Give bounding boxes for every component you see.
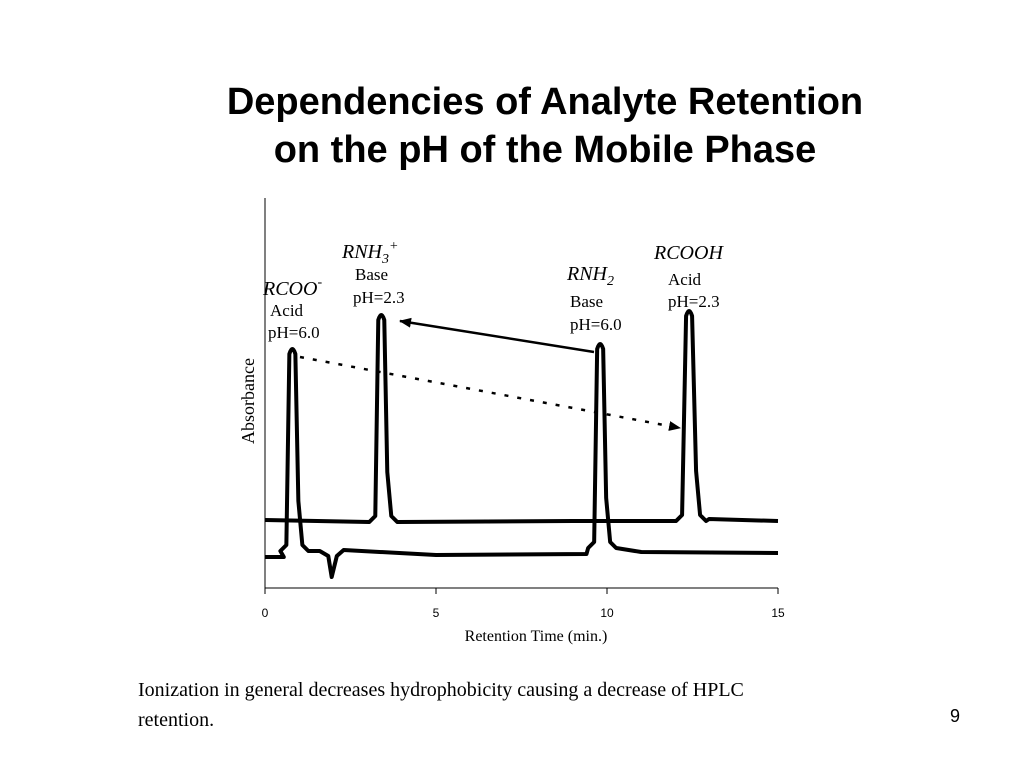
peak-label-rcooh: RCOOH bbox=[653, 242, 724, 264]
trace-ph-2-3 bbox=[264, 309, 779, 524]
slide-caption: Ionization in general decreases hydropho… bbox=[138, 675, 938, 735]
x-axis-label: Retention Time (min.) bbox=[465, 628, 608, 645]
x-tick-label: 5 bbox=[433, 606, 440, 620]
y-axis-label: Absorbance bbox=[238, 358, 258, 444]
trace-ph-6-0 bbox=[265, 342, 779, 579]
peak-cond-rcooh: pH=2.3 bbox=[668, 292, 720, 311]
peak-kind-rcoo: Acid bbox=[270, 301, 304, 320]
peak-cond-rnh2: pH=6.0 bbox=[570, 315, 622, 334]
peak-kind-rnh2: Base bbox=[570, 292, 603, 311]
peak-label-rcoo: RCOO- bbox=[262, 275, 322, 300]
peak-cond-rcoo: pH=6.0 bbox=[268, 323, 320, 342]
page-number: 9 bbox=[950, 706, 961, 726]
caption-line-2: retention. bbox=[138, 709, 215, 731]
title-line-2: on the pH of the Mobile Phase bbox=[273, 129, 817, 171]
dotted-arrow-rcoo-to-rcooh bbox=[299, 355, 681, 431]
peak-kind-rnh3: Base bbox=[355, 265, 388, 284]
x-tick-label: 0 bbox=[262, 606, 269, 620]
peak-cond-rnh3: pH=2.3 bbox=[353, 288, 405, 307]
caption-line-1: Ionization in general decreases hydropho… bbox=[138, 679, 744, 701]
slide-title: Dependencies of Analyte Retention on the… bbox=[120, 78, 970, 174]
peak-kind-rcooh: Acid bbox=[668, 270, 702, 289]
x-tick-label: 10 bbox=[600, 606, 614, 620]
x-tick-label: 15 bbox=[771, 606, 785, 620]
peak-label-rnh2: RNH2 bbox=[566, 263, 614, 289]
peak-label-rnh3: RNH3+ bbox=[341, 239, 398, 267]
solid-arrow-rnh2-to-rnh3 bbox=[399, 317, 595, 354]
title-line-1: Dependencies of Analyte Retention bbox=[226, 81, 864, 123]
